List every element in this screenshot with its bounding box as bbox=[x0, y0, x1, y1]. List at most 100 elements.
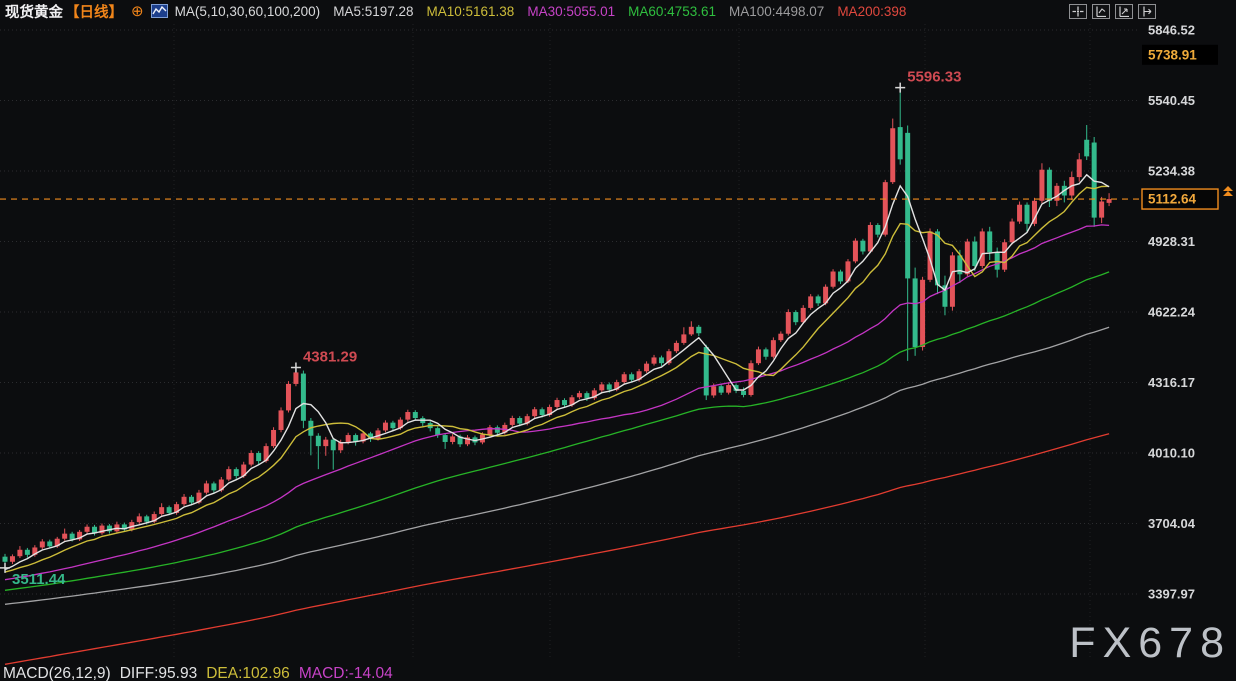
axis-price-label: 4316.17 bbox=[1148, 375, 1195, 390]
candle bbox=[651, 354, 657, 366]
symbol-title: 现货黄金 bbox=[5, 4, 63, 21]
toolbar: 现货黄金 【日线】 ⊕ MA(5,10,30,60,100,200) MA5:5… bbox=[0, 0, 1236, 22]
ma-lines-layer bbox=[4, 173, 1110, 665]
candle bbox=[390, 420, 396, 432]
axis-price-label: 5846.52 bbox=[1148, 23, 1195, 38]
candle bbox=[189, 494, 194, 505]
candle bbox=[248, 450, 254, 467]
candle bbox=[1054, 183, 1060, 207]
last-price-label: 5112.64 bbox=[1141, 188, 1219, 210]
candle bbox=[300, 370, 306, 429]
macd-diff-value: DIFF:95.93 bbox=[119, 665, 198, 681]
axis-price-label: 4928.31 bbox=[1148, 234, 1195, 249]
candle bbox=[77, 529, 83, 542]
candle bbox=[696, 324, 702, 337]
candle bbox=[897, 87, 903, 165]
candle bbox=[673, 340, 679, 354]
candle bbox=[233, 467, 239, 479]
candle bbox=[203, 480, 209, 495]
axis-price-label: 3704.04 bbox=[1148, 516, 1196, 531]
candle bbox=[979, 228, 985, 269]
candle bbox=[494, 425, 500, 436]
ma30-value: MA30:5055.01 bbox=[527, 3, 616, 19]
price-annotation: 3511.44 bbox=[12, 571, 66, 588]
candle bbox=[338, 439, 344, 454]
ma5-line bbox=[4, 173, 1110, 571]
ma10-value: MA10:5161.38 bbox=[426, 3, 515, 19]
candle bbox=[852, 238, 858, 264]
axis-price-label: 5234.38 bbox=[1148, 164, 1195, 179]
candle bbox=[405, 409, 411, 422]
annotations-layer: 5596.33 4381.29 3511.44 bbox=[0, 69, 961, 588]
candle bbox=[106, 523, 112, 534]
candle bbox=[271, 427, 277, 448]
candle bbox=[1099, 196, 1105, 224]
watermark: FX678 bbox=[1069, 619, 1231, 667]
ma60-line bbox=[4, 271, 1110, 591]
candle bbox=[330, 437, 336, 470]
candle bbox=[562, 398, 567, 408]
candle bbox=[845, 259, 851, 284]
svg-text:5738.91: 5738.91 bbox=[1148, 47, 1197, 62]
candles-layer bbox=[2, 87, 1112, 568]
candle bbox=[278, 407, 284, 433]
y-axis-right-icon[interactable] bbox=[1138, 3, 1156, 19]
candle bbox=[741, 387, 747, 398]
candle bbox=[621, 371, 627, 384]
candle bbox=[987, 226, 993, 260]
ma5-value: MA5:5197.28 bbox=[333, 3, 414, 19]
candle bbox=[285, 381, 291, 413]
axis-price-label: 3397.97 bbox=[1148, 587, 1195, 602]
candle bbox=[808, 294, 814, 310]
candle bbox=[718, 384, 724, 395]
cross-marker bbox=[290, 362, 301, 373]
candle bbox=[509, 415, 515, 427]
axis-price-label: 4010.10 bbox=[1148, 446, 1195, 461]
candle bbox=[412, 410, 418, 421]
axis-price-label: 4622.24 bbox=[1148, 305, 1196, 320]
y-axis-left-icon[interactable] bbox=[1092, 3, 1110, 19]
candle bbox=[159, 503, 165, 516]
candle bbox=[920, 276, 926, 351]
macd-bar[interactable]: MACD(26,12,9) DIFF:95.93 DEA:102.96 MACD:-1… bbox=[3, 665, 402, 681]
candle bbox=[435, 426, 441, 438]
candle bbox=[949, 252, 955, 311]
candle bbox=[629, 372, 635, 383]
candle bbox=[838, 269, 844, 284]
candle bbox=[121, 522, 127, 532]
ma200-line bbox=[4, 433, 1110, 665]
crosshair-icon[interactable] bbox=[1069, 3, 1087, 19]
candle bbox=[465, 435, 471, 447]
candle bbox=[681, 327, 687, 345]
ma10-line bbox=[4, 185, 1110, 573]
xy-axis-icon[interactable] bbox=[1115, 3, 1133, 19]
candle bbox=[733, 383, 739, 394]
candle bbox=[890, 118, 896, 184]
timeframe-label[interactable]: 【日线】 bbox=[65, 4, 123, 21]
candle bbox=[136, 513, 142, 524]
price-annotation: 4381.29 bbox=[303, 349, 357, 366]
macd-config-label: MACD(26,12,9) bbox=[3, 665, 111, 681]
macd-dea-value: DEA:102.96 bbox=[206, 665, 290, 681]
candle bbox=[830, 269, 836, 289]
chart-style-icon[interactable] bbox=[150, 4, 168, 18]
candle bbox=[688, 321, 694, 337]
circle-plus-icon[interactable]: ⊕ bbox=[131, 2, 144, 20]
candle bbox=[867, 222, 873, 254]
ma30-line bbox=[4, 224, 1110, 581]
candle bbox=[905, 125, 911, 361]
candle bbox=[972, 236, 978, 272]
candle bbox=[815, 294, 821, 307]
ma200-value: MA200:398 bbox=[837, 3, 907, 19]
candle bbox=[323, 436, 329, 456]
candle bbox=[964, 238, 970, 277]
candle bbox=[793, 310, 799, 326]
candle bbox=[554, 397, 560, 409]
candle bbox=[912, 267, 918, 356]
ma100-line bbox=[4, 326, 1110, 605]
candle bbox=[726, 382, 732, 395]
candle bbox=[532, 406, 538, 419]
price-axis[interactable]: 5846.52 5540.45 5234.38 4928.31 4622.24 4316.… bbox=[1141, 23, 1233, 602]
